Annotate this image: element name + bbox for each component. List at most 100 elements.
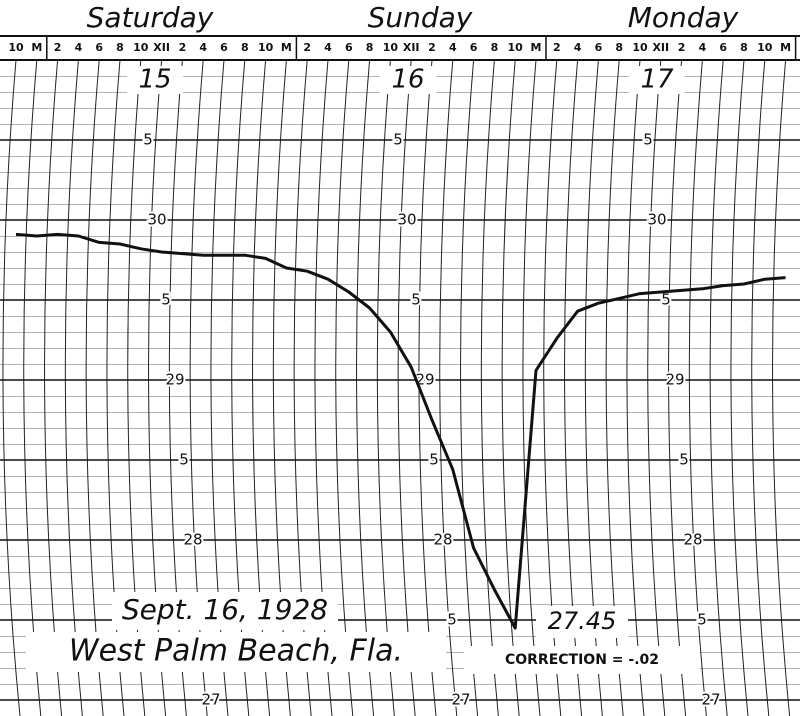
x-tick-label: 4 bbox=[699, 41, 707, 54]
day-label: Sunday bbox=[368, 1, 473, 34]
x-tick-label: M bbox=[531, 41, 542, 54]
x-tick-label: M bbox=[31, 41, 42, 54]
x-tick-label: 10 bbox=[632, 41, 648, 54]
time-line bbox=[709, 59, 728, 716]
time-line bbox=[626, 59, 645, 716]
time-line bbox=[23, 59, 42, 716]
annotation-date: Sept. 16, 1928 bbox=[122, 593, 328, 626]
time-line bbox=[64, 59, 83, 716]
x-tick-label: 8 bbox=[116, 41, 124, 54]
x-tick-label: 10 bbox=[133, 41, 149, 54]
annotation-minimum: 27.45 bbox=[548, 607, 617, 635]
annotation-box bbox=[112, 592, 338, 630]
x-tick-label: 4 bbox=[324, 41, 332, 54]
time-line bbox=[44, 59, 63, 716]
time-line bbox=[439, 59, 458, 716]
x-tick-label: 10 bbox=[757, 41, 773, 54]
time-line bbox=[730, 59, 749, 716]
y-tick-label: 27 bbox=[451, 691, 470, 709]
x-tick-label: M bbox=[281, 41, 292, 54]
x-tick-label: 8 bbox=[241, 41, 249, 54]
y-tick-label: 27 bbox=[701, 691, 720, 709]
time-line bbox=[480, 59, 499, 716]
x-tick-label: 6 bbox=[345, 41, 353, 54]
x-tick-label: 10 bbox=[383, 41, 399, 54]
time-line bbox=[356, 59, 375, 716]
time-line bbox=[376, 59, 395, 716]
y-tick-label: 27 bbox=[201, 691, 220, 709]
x-tick-label: XII bbox=[153, 41, 170, 54]
x-tick-label: 8 bbox=[491, 41, 499, 54]
x-tick-label: 6 bbox=[95, 41, 103, 54]
y-tick-label: 5 bbox=[411, 291, 421, 309]
date-box bbox=[127, 66, 183, 94]
y-tick-label: 30 bbox=[147, 211, 166, 229]
x-tick-label: 4 bbox=[199, 41, 207, 54]
y-tick-label: 29 bbox=[165, 371, 184, 389]
annotation-correction: CORRECTION = -.02 bbox=[505, 652, 659, 668]
x-tick-label: 2 bbox=[678, 41, 686, 54]
x-tick-label: 2 bbox=[303, 41, 311, 54]
date-label: 17 bbox=[640, 65, 674, 95]
annotation-box bbox=[26, 632, 446, 672]
date-label: 16 bbox=[391, 65, 424, 95]
day-label: Saturday bbox=[87, 1, 214, 34]
x-tick-label: 4 bbox=[449, 41, 457, 54]
x-tick-label: M bbox=[780, 41, 791, 54]
time-line bbox=[751, 59, 770, 716]
x-tick-label: 10 bbox=[258, 41, 274, 54]
x-tick-label: 6 bbox=[595, 41, 603, 54]
date-box bbox=[380, 66, 436, 94]
x-tick-label: 4 bbox=[574, 41, 582, 54]
x-tick-label: XII bbox=[403, 41, 420, 54]
pressure-trace bbox=[15, 232, 786, 630]
x-tick-label: 2 bbox=[179, 41, 187, 54]
x-tick-label: 4 bbox=[75, 41, 83, 54]
x-tick-label: 2 bbox=[553, 41, 561, 54]
time-line bbox=[647, 59, 666, 716]
x-tick-label: 10 bbox=[508, 41, 524, 54]
date-label: 15 bbox=[138, 65, 171, 95]
y-tick-label: 28 bbox=[433, 531, 452, 549]
x-tick-label: 8 bbox=[615, 41, 623, 54]
date-box bbox=[629, 66, 685, 94]
y-tick-label: 5 bbox=[697, 611, 707, 629]
x-tick-label: 6 bbox=[220, 41, 228, 54]
y-tick-label: 5 bbox=[429, 451, 439, 469]
time-line bbox=[335, 59, 354, 716]
time-line bbox=[668, 59, 687, 716]
y-tick-label: 5 bbox=[679, 451, 689, 469]
y-tick-label: 5 bbox=[661, 291, 671, 309]
y-tick-label: 28 bbox=[683, 531, 702, 549]
y-tick-label: 5 bbox=[393, 131, 403, 149]
x-tick-label: XII bbox=[652, 41, 669, 54]
y-tick-label: 5 bbox=[643, 131, 653, 149]
x-tick-label: 8 bbox=[740, 41, 748, 54]
x-tick-label: 2 bbox=[54, 41, 62, 54]
x-tick-label: 6 bbox=[470, 41, 478, 54]
y-tick-label: 5 bbox=[179, 451, 189, 469]
annotation-box bbox=[536, 606, 628, 638]
time-line bbox=[460, 59, 479, 716]
time-line bbox=[397, 59, 416, 716]
time-line bbox=[2, 59, 21, 716]
x-tick-label: 6 bbox=[719, 41, 727, 54]
time-line bbox=[522, 59, 541, 716]
y-tick-label: 30 bbox=[647, 211, 666, 229]
x-tick-label: 10 bbox=[8, 41, 24, 54]
x-tick-label: 2 bbox=[428, 41, 436, 54]
y-tick-label: 5 bbox=[447, 611, 457, 629]
time-line bbox=[85, 59, 104, 716]
y-tick-label: 29 bbox=[665, 371, 684, 389]
time-line bbox=[688, 59, 707, 716]
day-label: Monday bbox=[628, 1, 739, 34]
x-tick-label: 8 bbox=[366, 41, 374, 54]
annotation-place: West Palm Beach, Fla. bbox=[69, 634, 403, 669]
y-tick-label: 28 bbox=[183, 531, 202, 549]
y-tick-label: 30 bbox=[397, 211, 416, 229]
annotation-box bbox=[464, 646, 700, 674]
time-line bbox=[772, 59, 791, 716]
y-tick-label: 5 bbox=[143, 131, 153, 149]
y-tick-label: 5 bbox=[161, 291, 171, 309]
